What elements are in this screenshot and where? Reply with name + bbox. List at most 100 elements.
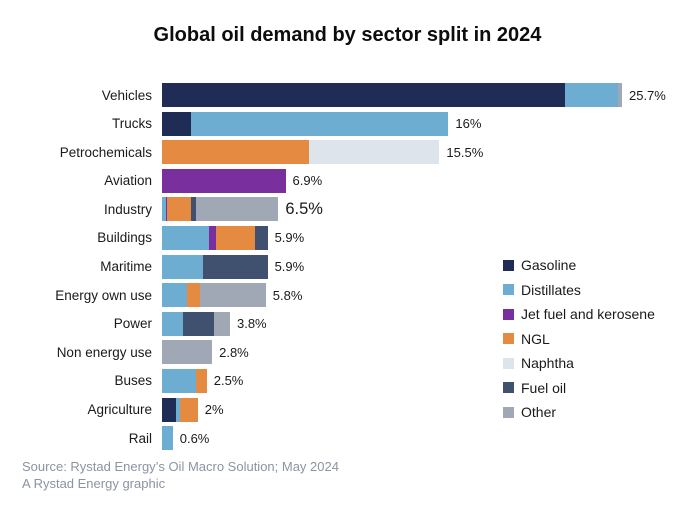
legend-item: Distillates: [503, 278, 655, 303]
legend-swatch-icon: [503, 406, 514, 418]
bar-segment: [162, 168, 286, 193]
bar-row: Energy own use 5.8%: [0, 283, 695, 308]
bar-segment: [162, 197, 166, 222]
legend-swatch-icon: [503, 357, 514, 369]
bar-row: Trucks 16%: [0, 111, 695, 136]
legend-label: Distillates: [521, 281, 581, 298]
value-label: 25.7%: [628, 87, 666, 103]
category-label: Energy own use: [55, 287, 152, 303]
bar-row: Petrochemicals 15.5%: [0, 140, 695, 165]
bar-row: Rail 0.6%: [0, 426, 695, 451]
bar-segment: [308, 140, 440, 165]
bar-segment: [187, 283, 200, 308]
bar-segment: [162, 225, 209, 250]
source-note: Source: Rystad Energy’s Oil Macro Soluti…: [22, 458, 339, 492]
bar-segment: [203, 254, 268, 279]
category-label: Power: [113, 316, 152, 332]
bar-segment: [162, 368, 196, 393]
bar-row: Aviation 6.9%: [0, 168, 695, 193]
stacked-bar: [162, 397, 198, 422]
category-label: Vehicles: [101, 87, 152, 103]
bar-row: Buses 2.5%: [0, 368, 695, 393]
stacked-bar: [162, 426, 173, 451]
bar-segment: [183, 311, 214, 336]
value-label: 2.8%: [219, 344, 249, 360]
bar-row: Non energy use 2.8%: [0, 340, 695, 365]
value-label: 0.6%: [179, 430, 210, 446]
legend-swatch-icon: [503, 308, 514, 320]
legend-swatch-icon: [503, 382, 514, 394]
bar-row: Power 3.8%: [0, 311, 695, 336]
bar-row: Vehicles 25.7%: [0, 83, 695, 107]
bar-segment: [179, 397, 198, 422]
bar-row: Industry 6.5%: [0, 197, 695, 222]
bar-segment: [199, 283, 266, 308]
category-label: Agriculture: [87, 402, 152, 418]
stacked-bar: [162, 111, 449, 136]
bar-segment: [196, 368, 207, 393]
value-label: 2.5%: [213, 373, 244, 389]
stacked-bar: [162, 340, 213, 365]
value-label: 15.5%: [446, 144, 484, 160]
legend-item: Jet fuel and kerosene: [503, 302, 655, 327]
legend-item: Fuel oil: [503, 376, 655, 401]
bar-segment: [162, 83, 565, 107]
bar-row: Agriculture 2%: [0, 397, 695, 422]
bar-segment: [162, 340, 213, 365]
value-label: 5.9%: [274, 230, 305, 246]
legend-label: Other: [521, 404, 557, 421]
bar-row: Maritime 5.9%: [0, 254, 695, 279]
bar-segment: [162, 254, 204, 279]
legend-label: NGL: [521, 330, 550, 347]
bar-segment: [564, 83, 619, 107]
bar-segment: [162, 283, 188, 308]
stacked-bar: [162, 140, 440, 165]
legend-label: Fuel oil: [521, 379, 567, 396]
bar-segment: [618, 83, 622, 107]
category-label: Maritime: [100, 259, 152, 275]
source-line-1: Source: Rystad Energy’s Oil Macro Soluti…: [22, 459, 339, 474]
value-label: 3.8%: [236, 316, 267, 332]
bar-segment: [195, 197, 279, 222]
value-label: 16%: [455, 116, 482, 132]
category-label: Petrochemicals: [59, 144, 152, 160]
category-label: Buses: [114, 373, 152, 389]
bar-segment: [190, 111, 449, 136]
bar-segment: [167, 197, 191, 222]
value-label: 2%: [204, 402, 224, 418]
category-label: Trucks: [112, 116, 152, 132]
value-label: 5.9%: [274, 259, 305, 275]
legend-swatch-icon: [503, 259, 514, 271]
bar-segment: [162, 111, 191, 136]
value-label: 5.8%: [272, 287, 303, 303]
stacked-bar: [162, 168, 286, 193]
legend-swatch-icon: [503, 284, 514, 296]
bar-segment: [255, 225, 268, 250]
bar-segment: [213, 311, 230, 336]
category-label: Aviation: [104, 173, 152, 189]
category-label: Buildings: [97, 230, 152, 246]
stacked-bar: [162, 283, 266, 308]
bar-row: Buildings 5.9%: [0, 225, 695, 250]
stacked-bar: [162, 197, 279, 222]
bar-segment: [162, 397, 177, 422]
category-label: Industry: [103, 201, 152, 217]
legend-item: NGL: [503, 327, 655, 352]
legend-label: Gasoline: [521, 257, 577, 274]
category-label: Rail: [128, 430, 152, 446]
legend-swatch-icon: [503, 333, 514, 345]
bar-segment: [162, 426, 173, 451]
bar-segment: [162, 311, 184, 336]
bar-segment: [165, 197, 168, 222]
stacked-bar: [162, 254, 268, 279]
value-label: 6.5%: [285, 199, 323, 218]
legend-item: Gasoline: [503, 253, 655, 278]
stacked-bar: [162, 225, 268, 250]
legend-label: Naphtha: [521, 355, 574, 372]
legend-label: Jet fuel and kerosene: [521, 306, 655, 323]
bar-segment: [215, 225, 256, 250]
bar-segment: [162, 140, 309, 165]
legend-item: Naphtha: [503, 351, 655, 376]
bar-segment: [190, 197, 196, 222]
bar-segment: [208, 225, 216, 250]
